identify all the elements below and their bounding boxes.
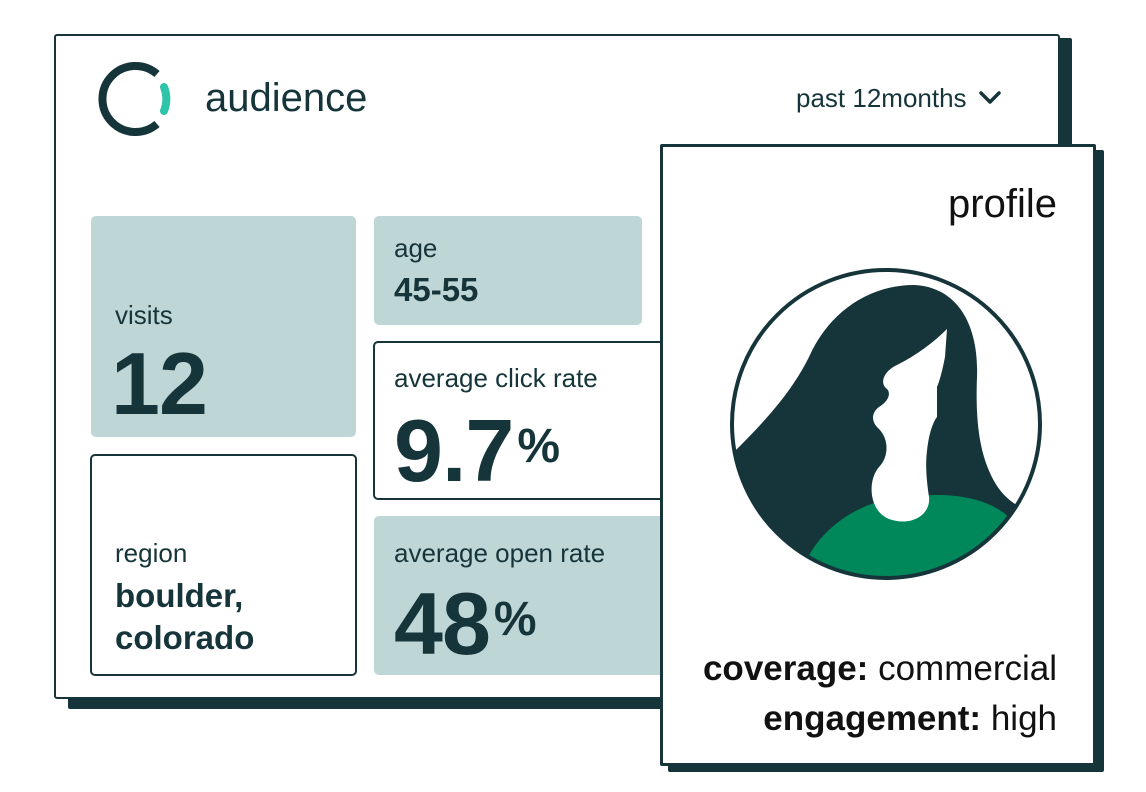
ring-logo-icon	[98, 62, 171, 136]
engagement-label: engagement:	[763, 699, 982, 738]
visits-value: 12	[111, 334, 208, 433]
region-value-line1: boulder,	[115, 577, 244, 614]
coverage-row: coverage: commercial	[703, 649, 1057, 689]
engagement-row: engagement: high	[763, 699, 1057, 739]
profile-title: profile	[948, 182, 1057, 226]
region-value-line2: colorado	[115, 619, 255, 656]
date-range-value: past 12months	[796, 83, 967, 113]
audience-title: audience	[205, 76, 368, 120]
click-rate-value: 9.7%	[394, 407, 560, 495]
region-label: region	[115, 538, 188, 568]
click-rate-label: average click rate	[394, 363, 598, 393]
age-label: age	[394, 233, 438, 263]
chevron-down-icon[interactable]	[977, 89, 1003, 107]
profile-card: profile coverage: commercial engagement:…	[660, 144, 1096, 766]
open-rate-unit: %	[493, 593, 537, 646]
coverage-label: coverage:	[702, 649, 869, 688]
open-rate-number: 48	[394, 574, 491, 673]
engagement-value: high	[990, 699, 1057, 738]
click-rate-tile: average click rate 9.7%	[373, 341, 673, 500]
open-rate-tile: average open rate 48%	[374, 516, 674, 675]
click-rate-number: 9.7	[394, 401, 514, 500]
age-tile: age 45-55	[374, 216, 642, 325]
region-tile: region boulder, colorado	[90, 454, 357, 676]
date-range-dropdown[interactable]: past 12months	[796, 82, 1003, 114]
click-rate-unit: %	[517, 420, 560, 473]
woman-profile-avatar	[730, 268, 1042, 580]
age-value: 45-55	[394, 271, 479, 308]
visits-tile: visits 12	[91, 216, 356, 437]
open-rate-label: average open rate	[394, 538, 606, 568]
coverage-value: commercial	[878, 649, 1057, 688]
visits-label: visits	[115, 300, 173, 330]
open-rate-value: 48%	[394, 580, 537, 668]
